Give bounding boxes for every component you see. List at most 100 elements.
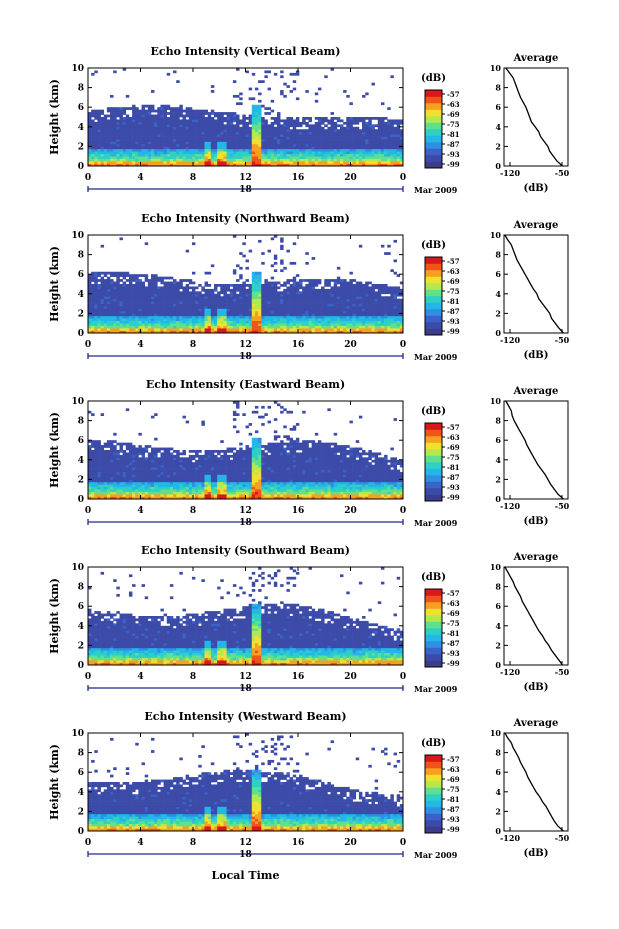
heatmap-cell	[94, 328, 98, 331]
heatmap-cell	[122, 107, 127, 110]
heatmap-cell	[220, 308, 224, 312]
heatmap-cell	[251, 104, 256, 108]
heatmap-cell	[141, 301, 145, 304]
colorbar-swatch	[425, 328, 442, 336]
heatmap-cell	[232, 136, 237, 140]
heatmap-cell	[141, 476, 145, 480]
heatmap-cell	[128, 306, 133, 309]
heatmap-cell	[343, 325, 347, 329]
heatmap-cell	[113, 476, 117, 480]
heatmap-cell	[135, 139, 139, 142]
heatmap-cell	[317, 129, 322, 132]
heatmap-cell	[147, 315, 152, 319]
heatmap-cell	[340, 126, 344, 130]
heatmap-cell	[163, 131, 168, 135]
heatmap-cell	[195, 148, 199, 152]
heatmap-cell	[289, 131, 294, 135]
heatmap-cell	[248, 284, 253, 287]
heatmap-cell	[340, 143, 344, 147]
heatmap-cell	[119, 469, 123, 473]
heatmap-cell	[88, 293, 92, 297]
heatmap-cell	[217, 296, 221, 299]
heatmap-cell	[91, 320, 95, 324]
heatmap-cell	[239, 139, 243, 142]
heatmap-cell	[232, 124, 237, 128]
heatmap-cell	[182, 296, 186, 299]
heatmap-cell	[154, 330, 158, 334]
heatmap-cell	[204, 288, 208, 292]
heatmap-cell	[144, 457, 149, 461]
heatmap-cell	[223, 156, 227, 159]
heatmap-cell	[251, 284, 256, 287]
heatmap-cell	[311, 296, 316, 299]
heatmap-cell	[122, 479, 127, 483]
heatmap-cell	[116, 474, 120, 478]
heatmap-cell	[251, 298, 256, 302]
heatmap-cell	[97, 112, 101, 115]
heatmap-cell	[128, 310, 133, 314]
heatmap-cell	[154, 148, 158, 152]
heatmap-cell	[160, 121, 164, 125]
heatmap-cell	[106, 315, 111, 319]
heatmap-cell	[317, 308, 322, 312]
heatmap-cell	[128, 288, 133, 292]
heatmap-cell	[201, 288, 205, 292]
heatmap-cell	[201, 151, 205, 155]
heatmap-cell	[169, 114, 174, 118]
heatmap-cell	[185, 129, 190, 132]
heatmap-cell	[113, 136, 117, 140]
heatmap-cell	[324, 148, 328, 152]
heatmap-cell	[207, 124, 212, 128]
heatmap-cell	[396, 320, 401, 324]
heatmap-cell	[116, 450, 120, 453]
heatmap-cell	[314, 318, 319, 322]
heatmap-cell	[371, 325, 375, 329]
heatmap-cell	[239, 102, 243, 106]
heatmap-cell	[103, 308, 108, 312]
heatmap-cell	[210, 131, 215, 135]
heatmap-cell	[195, 291, 199, 295]
heatmap-cell	[217, 293, 221, 297]
heatmap-cell	[340, 134, 344, 137]
heatmap-cell	[343, 136, 347, 140]
heatmap-cell	[110, 271, 114, 275]
heatmap-cell	[195, 136, 199, 140]
heatmap-cell	[330, 298, 334, 302]
heatmap-cell	[185, 249, 190, 253]
heatmap-cell	[214, 313, 218, 317]
heatmap-cell	[179, 114, 183, 118]
heatmap-cell	[283, 148, 287, 152]
heatmap-cell	[292, 158, 297, 162]
heatmap-cell	[396, 134, 401, 137]
heatmap-cell	[302, 146, 306, 150]
heatmap-cell	[384, 161, 388, 164]
heatmap-cell	[261, 119, 265, 123]
heatmap-cell	[113, 325, 117, 329]
heatmap-cell	[346, 124, 350, 128]
heatmap-cell	[286, 313, 290, 317]
heatmap-cell	[122, 286, 127, 290]
heatmap-cell	[88, 143, 92, 147]
heatmap-cell	[144, 146, 149, 150]
heatmap-cell	[358, 284, 363, 287]
heatmap-cell	[128, 148, 133, 152]
heatmap-cell	[377, 330, 382, 334]
heatmap-cell	[343, 90, 347, 93]
heatmap-cell	[97, 459, 101, 463]
heatmap-cell	[393, 239, 397, 243]
heatmap-cell	[251, 274, 256, 277]
heatmap-cell	[207, 134, 212, 137]
heatmap-cell	[91, 464, 95, 468]
heatmap-cell	[182, 308, 186, 312]
heatmap-cell	[245, 146, 249, 150]
heatmap-cell	[135, 462, 139, 465]
heatmap-cell	[226, 121, 231, 125]
heatmap-cell	[100, 161, 105, 164]
heatmap-cell	[267, 134, 271, 137]
heatmap-cell	[132, 447, 136, 451]
heatmap-cell	[254, 134, 259, 137]
heatmap-cell	[377, 323, 382, 326]
heatmap-cell	[299, 163, 303, 167]
heatmap-cell	[160, 310, 164, 314]
heatmap-cell	[286, 134, 290, 137]
